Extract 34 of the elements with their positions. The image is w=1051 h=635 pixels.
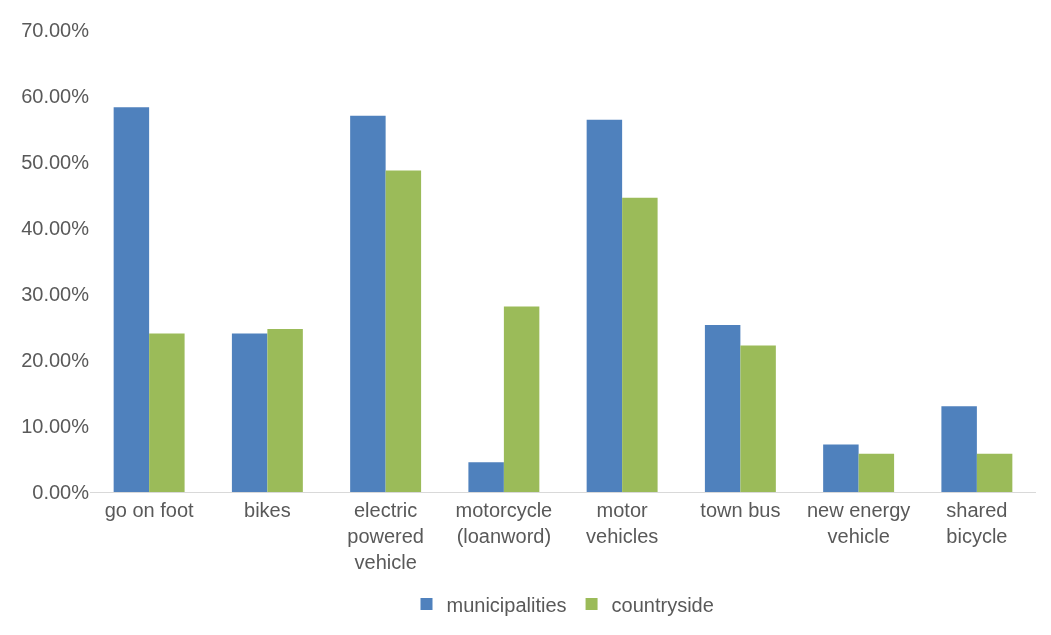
bar — [976, 453, 1013, 492]
bar — [941, 406, 977, 492]
bar — [586, 119, 623, 492]
y-tick-label: 30.00% — [21, 283, 90, 305]
x-tick-label: electric powered vehicle — [347, 499, 424, 573]
x-tick-label: go on foot — [104, 499, 195, 521]
y-tick-label: 50.00% — [21, 151, 90, 173]
bar — [231, 333, 268, 492]
bar — [350, 115, 386, 492]
bar — [622, 197, 658, 492]
x-tick-label: town bus — [700, 499, 781, 521]
y-tick-label: 10.00% — [21, 415, 90, 437]
x-tick-label: shared bicycle — [946, 499, 1008, 547]
y-tick-label: 20.00% — [21, 349, 90, 371]
y-tick-label: 70.00% — [21, 19, 90, 41]
bar — [823, 444, 859, 492]
y-tick-label: 0.00% — [32, 481, 90, 503]
bar — [503, 306, 540, 492]
bar — [149, 333, 185, 492]
bar — [468, 462, 504, 492]
bar — [113, 107, 150, 492]
x-tick-label: motorcycle (loanword) — [455, 499, 553, 547]
y-tick-label: 40.00% — [21, 217, 90, 239]
bar — [267, 328, 303, 492]
bar — [704, 325, 741, 492]
legend-label: countryside — [611, 593, 714, 616]
bar — [385, 170, 422, 492]
y-tick-label: 60.00% — [21, 85, 90, 107]
bar — [740, 345, 776, 492]
x-tick-label: bikes — [244, 499, 291, 521]
x-tick-label: motor vehicles — [586, 499, 659, 547]
bar — [858, 453, 895, 492]
x-tick-label: new energy vehicle — [806, 499, 911, 547]
legend-label: municipalities — [446, 593, 567, 616]
